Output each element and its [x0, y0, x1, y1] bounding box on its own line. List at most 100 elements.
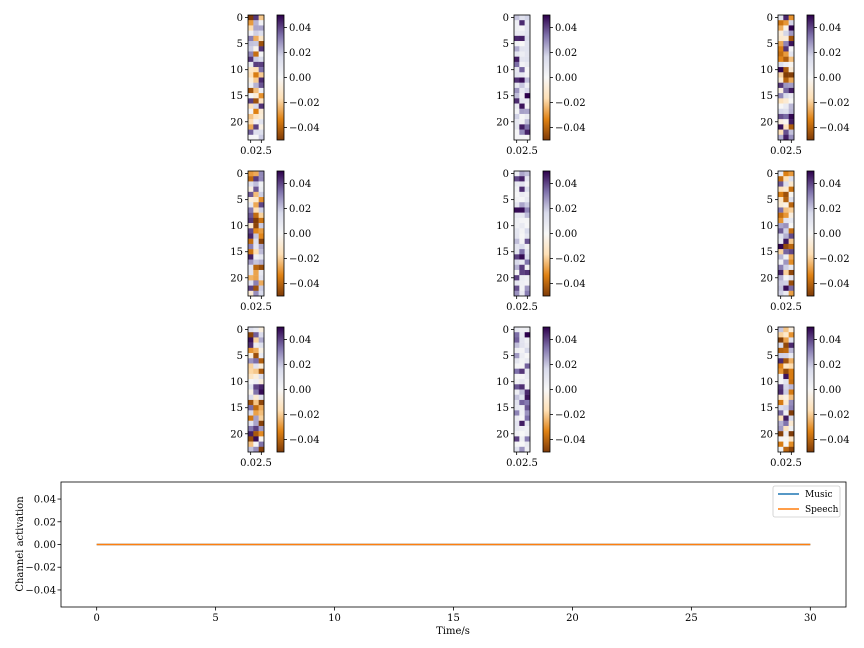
heatmap-cell	[524, 20, 531, 26]
heatmap-cell	[524, 228, 531, 234]
heatmap-cell	[253, 379, 259, 385]
heatmap-cell	[514, 207, 520, 213]
heatmap-cell	[519, 129, 525, 135]
heatmap-cell	[778, 243, 784, 250]
heatmap-cell	[248, 217, 254, 224]
heatmap-cell	[514, 280, 520, 286]
heatmap-cell	[788, 249, 795, 255]
heatmap-cell	[253, 431, 259, 437]
heatmap-cell	[248, 431, 254, 437]
heatmap-panel: 0 5 10 15 20 0.02.5 0.04 0.02 0.00 −0.02 −0.04	[496, 169, 585, 313]
heatmap-cell	[248, 405, 254, 411]
heatmap-cell	[248, 119, 254, 125]
heatmap-cell	[514, 415, 520, 421]
heatmap-cell	[783, 124, 789, 130]
heatmap-cell	[524, 425, 531, 432]
heatmap-cell	[778, 425, 784, 432]
heatmap-cell	[783, 363, 789, 369]
heatmap-cell	[788, 425, 795, 432]
heatmap-cell	[519, 415, 525, 421]
heatmap-cell	[514, 243, 520, 250]
heatmap-cell	[783, 379, 789, 385]
heatmap-cell	[783, 15, 789, 21]
heatmap-cell	[783, 347, 789, 354]
heatmap-cell	[253, 67, 259, 73]
heatmap-cell	[248, 228, 254, 234]
heatmap-cell	[788, 269, 795, 276]
heatmap-cell	[519, 420, 525, 427]
heatmap-cell	[519, 46, 525, 52]
colorbar-tick-label: 0.04	[819, 335, 841, 346]
heatmap-cell	[524, 207, 531, 213]
heatmap-cell	[524, 41, 531, 47]
heatmap-cell	[524, 87, 531, 94]
heatmap-y-tick-label: 10	[496, 221, 509, 232]
heatmap-cell	[788, 15, 795, 21]
heatmap-cell	[788, 77, 795, 83]
colorbar-tick-label: 0.02	[289, 204, 311, 215]
heatmap-y-tick-label: 5	[767, 195, 773, 206]
colorbar-tick-label: 0.00	[819, 385, 841, 396]
heatmap-cell	[788, 441, 795, 447]
heatmap-cell	[519, 176, 525, 182]
x-tick-label: 10	[328, 613, 341, 624]
heatmap-cell	[778, 249, 784, 255]
heatmap-cell	[778, 233, 784, 239]
heatmap-cell	[524, 254, 531, 260]
heatmap-cell	[258, 207, 265, 213]
heatmap-y-tick-label: 20	[230, 429, 243, 440]
heatmap-cell	[253, 87, 259, 94]
heatmap-cell	[788, 35, 795, 42]
colorbar-tick-label: −0.02	[555, 254, 586, 265]
heatmap-cell	[514, 327, 520, 333]
colorbar-tick-label: −0.02	[289, 410, 320, 421]
heatmap-cell	[248, 20, 254, 26]
heatmap-x-tick-label: 0.02.5	[240, 146, 272, 157]
heatmap-cell	[514, 285, 520, 291]
heatmap-cell	[514, 223, 520, 229]
y-tick-label: −0.02	[25, 563, 56, 574]
heatmap-cell	[519, 197, 525, 203]
heatmap-cell	[248, 290, 254, 297]
heatmap-cell	[253, 254, 259, 260]
heatmap-cell	[778, 87, 784, 94]
activation-line-chart: 0 5 10 15 20 25 30 0.04 0.02 0.00 −0.02 −0.04 Time…	[15, 481, 847, 637]
heatmap-cell	[248, 384, 254, 390]
heatmap-cell	[248, 436, 254, 442]
heatmap-cell	[783, 191, 789, 198]
heatmap-cell	[248, 176, 254, 182]
heatmap-cell	[783, 103, 789, 109]
heatmap-cell	[788, 108, 795, 115]
colorbar-tick-label: 0.00	[289, 385, 311, 396]
heatmap-cell	[248, 35, 254, 42]
colorbar-tick-label: 0.04	[289, 179, 311, 190]
heatmap-cell	[258, 30, 265, 37]
heatmap-cell	[514, 337, 520, 343]
heatmap-cell	[524, 441, 531, 447]
heatmap-y-tick-label: 15	[496, 403, 509, 414]
heatmap-cell	[778, 171, 784, 177]
heatmap-cell	[248, 347, 254, 354]
heatmap-y-tick-label: 15	[496, 247, 509, 258]
heatmap-cell	[778, 368, 784, 375]
heatmap-cell	[778, 108, 784, 115]
heatmap-cell	[248, 379, 254, 385]
heatmap-cell	[514, 441, 520, 447]
heatmap-cell	[778, 347, 784, 354]
heatmap-cell	[788, 431, 795, 437]
heatmap-cell	[519, 61, 525, 68]
heatmap-y-tick-label: 20	[496, 273, 509, 284]
heatmap-cell	[253, 353, 259, 359]
heatmap-cell	[253, 223, 259, 229]
heatmap-y-tick-label: 10	[760, 221, 773, 232]
heatmap-cell	[258, 389, 265, 395]
heatmap-cell	[524, 280, 531, 286]
heatmap-cell	[788, 436, 795, 442]
heatmap-cell	[248, 82, 254, 89]
heatmap-cell	[514, 186, 520, 193]
heatmap-cell	[778, 202, 784, 208]
colorbar-tick-label: −0.04	[555, 435, 586, 446]
heatmap-cell	[783, 420, 789, 427]
heatmap-cell	[519, 15, 525, 21]
heatmap-cell	[258, 379, 265, 385]
